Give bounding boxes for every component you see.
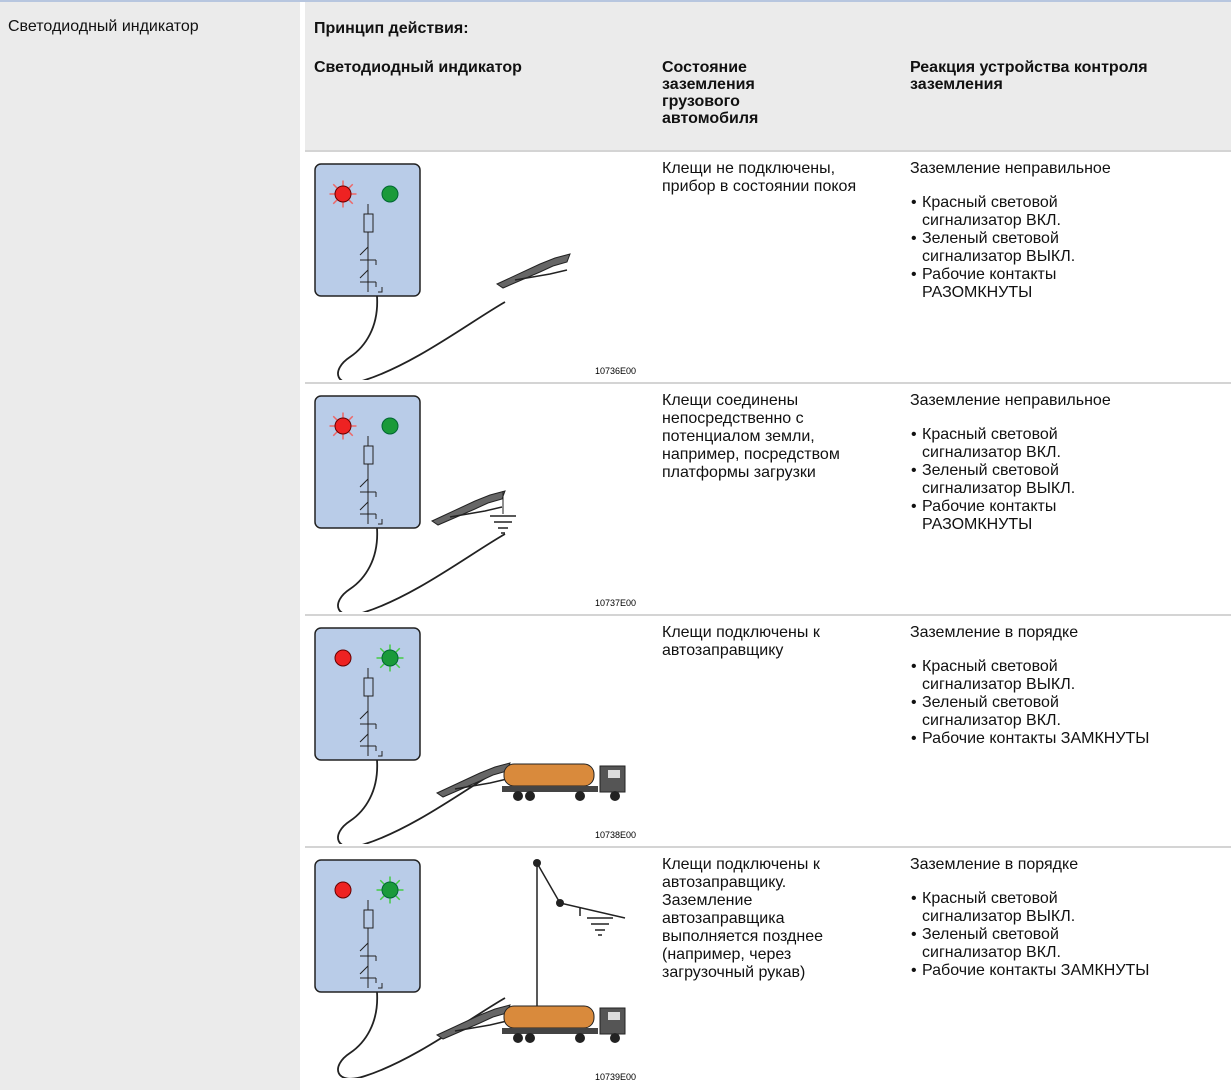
reaction-item: Красный световой сигнализатор ВЫКЛ. xyxy=(910,658,1149,694)
reaction-item: Зеленый световой сигнализатор ВЫКЛ. xyxy=(910,230,1111,266)
reaction-item: Красный световой сигнализатор ВЫКЛ. xyxy=(910,890,1149,926)
image-code: 10739E00 xyxy=(595,1072,636,1082)
left-cell: Светодиодный индикатор xyxy=(0,2,300,1090)
reaction-item: Зеленый световой сигнализатор ВКЛ. xyxy=(910,694,1149,730)
section-title: Принцип действия: xyxy=(314,20,469,37)
column-header: Светодиодный индикатор xyxy=(314,59,522,76)
row: 10739E00 Клещи подключены к автозаправщи… xyxy=(305,846,1231,1092)
image-code: 10738E00 xyxy=(595,830,636,840)
state: Клещи подключены к автозаправщику. Зазем… xyxy=(662,856,824,981)
reaction-item: Рабочие контакты РАЗОМКНУТЫ xyxy=(910,498,1111,534)
reaction-list: Красный световой сигнализатор ВКЛ.Зелены… xyxy=(910,426,1111,534)
state: Клещи не подключены, прибор в состоянии … xyxy=(662,160,857,195)
reaction: Заземление неправильное Красный световой… xyxy=(910,160,1111,302)
left-label: Светодиодный индикатор xyxy=(8,18,199,35)
illustration: 10738E00 xyxy=(314,627,636,844)
reaction-item: Рабочие контакты ЗАМКНУТЫ xyxy=(910,730,1149,748)
row: 10737E00 Клещи соединены непосредственно… xyxy=(305,382,1231,614)
illustration: 10737E00 xyxy=(314,395,636,612)
reaction-item: Рабочие контакты РАЗОМКНУТЫ xyxy=(910,266,1111,302)
column-header: Состояние заземления грузового автомобил… xyxy=(662,59,759,127)
reaction-title: Заземление в порядке xyxy=(910,856,1079,873)
reaction-item: Рабочие контакты ЗАМКНУТЫ xyxy=(910,962,1149,980)
reaction-item: Красный световой сигнализатор ВКЛ. xyxy=(910,426,1111,462)
state: Клещи соединены непосредственно с потенц… xyxy=(662,392,840,481)
row: 10736E00 Клещи не подключены, прибор в с… xyxy=(305,150,1231,382)
reaction-list: Красный световой сигнализатор ВЫКЛ.Зелен… xyxy=(910,658,1149,748)
image-code: 10737E00 xyxy=(595,598,636,608)
state: Клещи подключены к автозаправщику xyxy=(662,624,820,659)
reaction: Заземление неправильное Красный световой… xyxy=(910,392,1111,534)
row: 10738E00 Клещи подключены к автозаправщи… xyxy=(305,614,1231,846)
illustration: 10739E00 xyxy=(314,859,636,1082)
reaction: Заземление в порядке Красный световой си… xyxy=(910,856,1149,980)
reaction-item: Красный световой сигнализатор ВКЛ. xyxy=(910,194,1111,230)
header: Принцип действия: Светодиодный индикатор… xyxy=(305,2,1231,150)
image-code: 10736E00 xyxy=(595,366,636,376)
top-rule xyxy=(0,0,1231,2)
illustration: 10736E00 xyxy=(314,163,636,380)
reaction-item: Зеленый световой сигнализатор ВЫКЛ. xyxy=(910,462,1111,498)
reaction: Заземление в порядке Красный световой си… xyxy=(910,624,1149,748)
reaction-list: Красный световой сигнализатор ВЫКЛ.Зелен… xyxy=(910,890,1149,980)
column-header: Реакция устройства контроля заземления xyxy=(910,59,1148,93)
reaction-item: Зеленый световой сигнализатор ВКЛ. xyxy=(910,926,1149,962)
reaction-title: Заземление в порядке xyxy=(910,624,1079,641)
reaction-title: Заземление неправильное xyxy=(910,160,1111,177)
reaction-title: Заземление неправильное xyxy=(910,392,1111,409)
reaction-list: Красный световой сигнализатор ВКЛ.Зелены… xyxy=(910,194,1111,302)
